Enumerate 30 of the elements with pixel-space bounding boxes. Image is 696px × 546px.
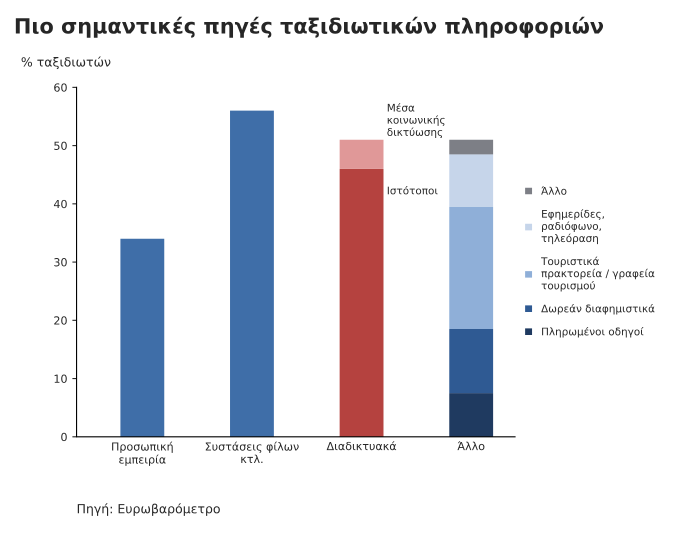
legend-label: Άλλο [541,186,566,195]
bar [230,110,274,437]
bar [340,168,384,437]
legend-label: Τουριστικά πρακτορεία / γραφεία τουρισμού [541,256,654,292]
legend-label: Πληρωμένοι οδηγοί [542,326,644,338]
y-tick-label: 50 [54,142,67,150]
y-tick-label: 10 [54,374,67,383]
chart-title: Πιο σημαντικές πηγές ταξιδιωτικών πληροφοριών [16,16,604,38]
y-tick-label: 30 [54,258,67,266]
legend-label: Δωρεάν διαφημιστικά [541,304,654,314]
y-tick-label: 0 [61,432,67,442]
x-tick-label: Άλλο [457,441,484,450]
bar [449,206,494,330]
x-tick-label: Διαδικτυακά [326,441,396,450]
y-tick-label: 60 [54,83,67,92]
legend-label: Εφημερίδες, ραδιόφωνο, τηλεόραση [542,209,604,244]
text: Πηγή: Ευρωβαρόμετρο [78,503,220,516]
series-label: Μέσα κοινωνικής δικτύωσης [387,103,445,138]
y-tick-label: 40 [54,200,67,208]
bar [449,154,494,207]
series-label: Ιστότοποι [388,186,438,194]
bar [449,329,494,394]
x-tick-label: Συστάσεις φίλων κτλ. [206,442,299,464]
bar [340,140,384,169]
bar [120,238,164,437]
y-axis-title: % ταξιδιωτών [22,56,110,70]
bar [449,393,494,437]
x-tick-label: Προσωπική εμπειρία [112,442,173,466]
bar [449,140,494,154]
y-tick-label: 20 [54,316,67,325]
